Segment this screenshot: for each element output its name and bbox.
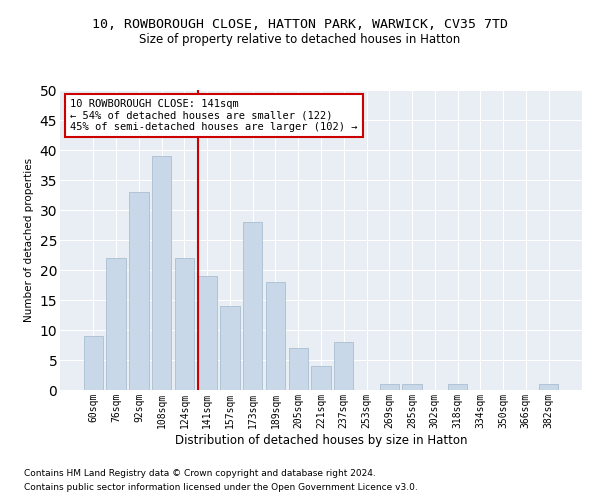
Bar	[152, 156, 172, 390]
Bar	[334, 342, 353, 390]
Text: 10, ROWBOROUGH CLOSE, HATTON PARK, WARWICK, CV35 7TD: 10, ROWBOROUGH CLOSE, HATTON PARK, WARWI…	[92, 18, 508, 30]
Bar	[311, 366, 331, 390]
Bar	[129, 192, 149, 390]
Bar	[84, 336, 103, 390]
Y-axis label: Number of detached properties: Number of detached properties	[24, 158, 34, 322]
Bar	[380, 384, 399, 390]
Bar	[403, 384, 422, 390]
Bar	[175, 258, 194, 390]
Bar	[266, 282, 285, 390]
Bar	[197, 276, 217, 390]
Text: Contains public sector information licensed under the Open Government Licence v3: Contains public sector information licen…	[24, 484, 418, 492]
Text: Contains HM Land Registry data © Crown copyright and database right 2024.: Contains HM Land Registry data © Crown c…	[24, 468, 376, 477]
Bar	[106, 258, 126, 390]
Text: 10 ROWBOROUGH CLOSE: 141sqm
← 54% of detached houses are smaller (122)
45% of se: 10 ROWBOROUGH CLOSE: 141sqm ← 54% of det…	[70, 99, 358, 132]
Bar	[243, 222, 262, 390]
Bar	[220, 306, 239, 390]
Bar	[539, 384, 558, 390]
X-axis label: Distribution of detached houses by size in Hatton: Distribution of detached houses by size …	[175, 434, 467, 446]
Bar	[289, 348, 308, 390]
Bar	[448, 384, 467, 390]
Text: Size of property relative to detached houses in Hatton: Size of property relative to detached ho…	[139, 32, 461, 46]
